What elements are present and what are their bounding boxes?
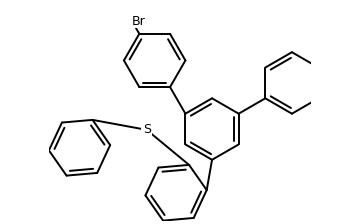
Text: Br: Br xyxy=(132,15,146,28)
Text: S: S xyxy=(143,123,150,136)
